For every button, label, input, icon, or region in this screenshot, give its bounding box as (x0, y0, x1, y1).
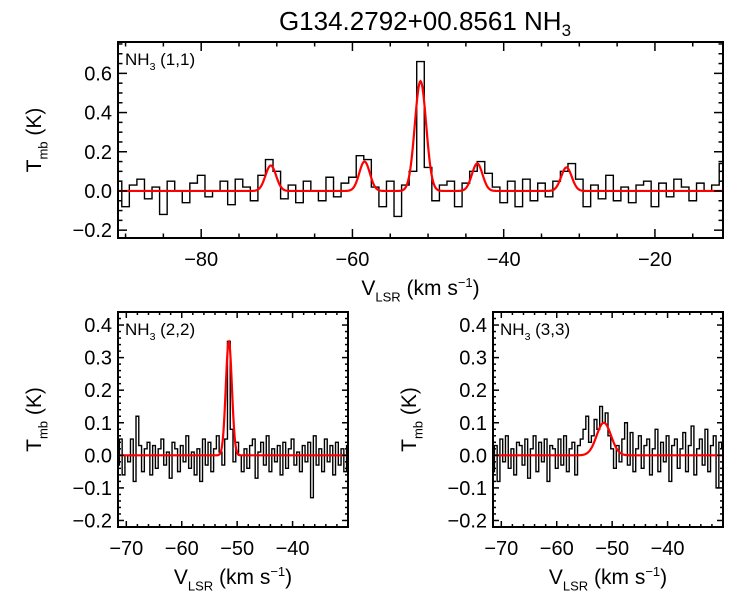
y-tick-label: 0.0 (84, 181, 112, 203)
plot-frame (117, 311, 349, 528)
y-tick-label: 0.1 (84, 413, 112, 435)
x-axis-label: VLSR (km s−1) (549, 564, 667, 593)
y-tick-label: 0.6 (84, 63, 112, 85)
x-tick-label: −50 (595, 538, 629, 560)
spectrum-panel-1: −80 −60 −40 −20 −0.2 0.0 0.2 0.4 0.6 NH3 (1,1) VLS… (23, 41, 724, 304)
x-tick-label: −40 (276, 538, 310, 560)
y-tick-label: 0.4 (84, 103, 112, 125)
x-tick-label: −60 (165, 538, 199, 560)
spectrum-panel-2: −70 −60 −50 −40 −0.2 −0.1 0.0 0.1 0.2 0.3 0.4 NH3 (… (23, 311, 349, 593)
observed-spectrum (493, 405, 723, 489)
y-tick-label: 0.2 (84, 380, 112, 402)
observed-spectrum (118, 60, 723, 218)
x-tick-label: −40 (651, 538, 685, 560)
y-tick-label: 0.0 (84, 445, 112, 467)
y-tick-label: 0.1 (459, 413, 487, 435)
y-tick-label: 0.0 (459, 445, 487, 467)
x-tick-label: −60 (335, 249, 369, 271)
x-tick-label: −40 (487, 249, 521, 271)
y-tick-label: −0.2 (73, 510, 112, 532)
panel-label: NH3 (2,2) (125, 320, 195, 343)
y-tick-label: −0.1 (448, 478, 487, 500)
x-tick-label: −60 (540, 538, 574, 560)
panel-label: NH3 (1,1) (125, 50, 195, 73)
plot-frame (492, 311, 724, 528)
y-tick-label: 0.3 (459, 348, 487, 370)
figure-title: G134.2792+00.8561 NH3 (279, 6, 571, 40)
y-tick-label: 0.4 (84, 315, 112, 337)
x-tick-label: −70 (484, 538, 518, 560)
y-axis-label: Tmb (K) (398, 387, 425, 452)
gaussian-fit (118, 339, 348, 457)
y-tick-label: −0.2 (448, 510, 487, 532)
x-axis-label: VLSR (km s−1) (361, 275, 479, 304)
y-axis-label: Tmb (K) (23, 108, 50, 173)
panel-label: NH3 (3,3) (500, 320, 570, 343)
observed-spectrum (118, 340, 348, 499)
y-tick-label: −0.2 (73, 220, 112, 242)
y-axis-label: Tmb (K) (23, 387, 50, 452)
y-tick-label: 0.3 (84, 348, 112, 370)
plot-frame (117, 41, 724, 239)
x-tick-label: −20 (638, 249, 672, 271)
gaussian-fit (493, 421, 723, 457)
y-tick-label: 0.2 (459, 380, 487, 402)
y-tick-label: 0.4 (459, 315, 487, 337)
x-tick-label: −80 (184, 249, 218, 271)
y-tick-label: −0.1 (73, 478, 112, 500)
y-tick-label: 0.2 (84, 142, 112, 164)
x-tick-label: −70 (109, 538, 143, 560)
spectrum-panel-3: −70 −60 −50 −40 −0.2 −0.1 0.0 0.1 0.2 0.3 0.4 NH3 (… (398, 311, 724, 593)
gaussian-fit (118, 79, 723, 193)
x-tick-label: −50 (220, 538, 254, 560)
x-axis-label: VLSR (km s−1) (174, 564, 292, 593)
